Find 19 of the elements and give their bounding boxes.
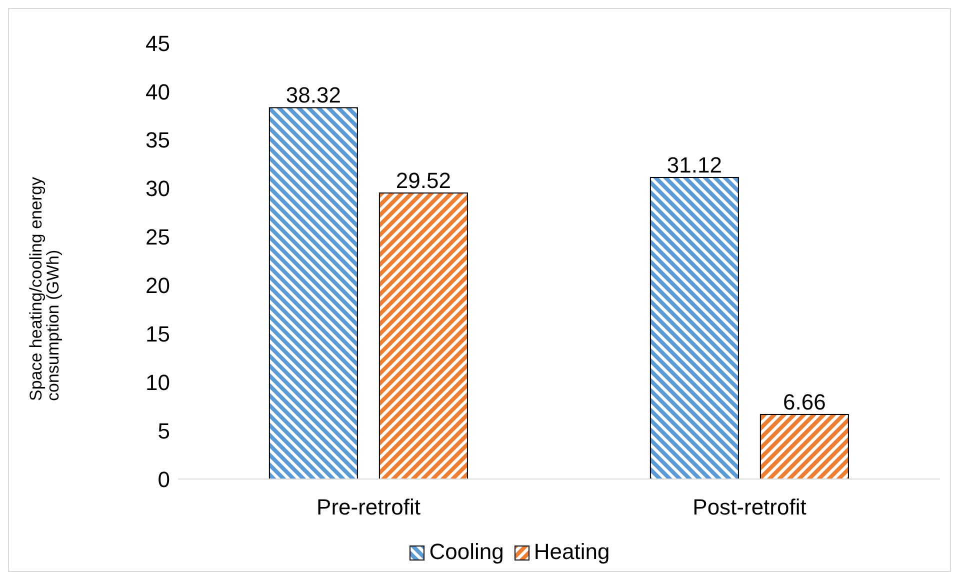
legend-label: Heating	[532, 539, 610, 564]
y-tick-label: 45	[146, 30, 170, 56]
legend-label: Cooling	[428, 539, 504, 564]
data-label: 31.12	[666, 152, 722, 178]
y-tick-label: 35	[146, 128, 170, 153]
x-tick-label: Pre-retrofit	[316, 494, 420, 520]
data-label: 29.52	[396, 168, 451, 193]
y-tick-label: 30	[146, 176, 170, 202]
x-tick-label: Post-retrofit	[692, 494, 806, 520]
y-tick-label: 10	[146, 370, 170, 395]
y-tick-label: 20	[146, 273, 170, 298]
y-tick-label: 15	[146, 321, 170, 346]
y-tick-label: 5	[158, 418, 170, 444]
y-tick-label: 25	[146, 224, 170, 250]
y-axis-title: Space heating/cooling energy consumption (GWh)	[26, 176, 63, 401]
data-label: 6.66	[783, 389, 826, 414]
y-tick-label: 40	[146, 79, 170, 104]
data-label: 38.32	[286, 82, 341, 108]
y-tick-label: 0	[158, 466, 170, 492]
